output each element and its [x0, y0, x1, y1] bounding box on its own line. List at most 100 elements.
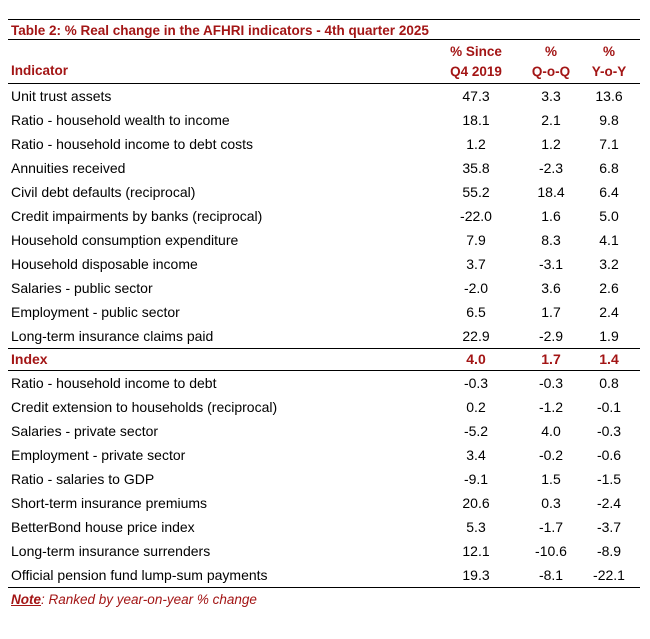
since-value: 18.1	[462, 112, 490, 128]
table-row: Salaries - private sector -5.2 4.0 -0.3	[8, 419, 640, 443]
yoy-value: -8.9	[596, 543, 622, 559]
since-value: -5.2	[463, 423, 489, 439]
yoy-value: -1.5	[596, 471, 622, 487]
qoq-value: 8.3	[541, 232, 561, 248]
yoy-value: 7.1	[599, 136, 619, 152]
table-row: Employment - public sector 6.5 1.7 2.4	[8, 300, 640, 324]
table-row: Long-term insurance claims paid 22.9 -2.9 1…	[8, 324, 640, 348]
since-value: 47.3	[462, 88, 490, 104]
since-value: 19.3	[462, 567, 490, 583]
table-row: Household consumption expenditure 7.9 8.3 4…	[8, 228, 640, 252]
yoy-value: -0.3	[596, 423, 622, 439]
since-q4-2019-header: % Since Q4 2019	[430, 42, 522, 82]
qoq-value: 1.7	[541, 304, 561, 320]
since-value: -2.0	[463, 280, 489, 296]
table-row: Household disposable income 3.7 -3.1 3.2	[8, 252, 640, 276]
table-row: Credit extension to households (reciproc…	[8, 395, 640, 419]
indicator-name: BetterBond house price index	[11, 519, 195, 535]
table-row: Employment - private sector 3.4 -0.2 -0.6	[8, 443, 640, 467]
qoq-value: 1.6	[541, 208, 561, 224]
indicator-name: Ratio - household income to debt	[11, 375, 217, 391]
table-row: BetterBond house price index 5.3 -1.7 -3.7	[8, 515, 640, 539]
qoq-value: 18.4	[537, 184, 565, 200]
yoy-value: -2.4	[596, 495, 622, 511]
qoq-value: -0.3	[538, 375, 564, 391]
table-row: Official pension fund lump-sum payments 1…	[8, 563, 640, 587]
yoy-value: -3.7	[596, 519, 622, 535]
table-row: Ratio - household income to debt costs 1.…	[8, 132, 640, 156]
index-since: 4.0	[466, 351, 486, 367]
note-label: Note	[11, 592, 41, 607]
yoy-value: 9.8	[599, 112, 619, 128]
since-value: 1.2	[466, 136, 486, 152]
qoq-value: -10.6	[535, 543, 567, 559]
yoy-value: -0.6	[596, 447, 622, 463]
table-note: Note: Ranked by year-on-year % change	[8, 587, 640, 611]
since-value: 22.9	[462, 328, 490, 344]
indicator-header: Indicator	[11, 63, 69, 78]
since-value: 35.8	[462, 160, 490, 176]
since-value: 3.7	[466, 256, 486, 272]
indicator-name: Credit impairments by banks (reciprocal)	[11, 208, 263, 224]
indicator-name: Unit trust assets	[11, 88, 112, 104]
indicator-name: Household disposable income	[11, 256, 198, 272]
index-qoq: 1.7	[541, 351, 561, 367]
table-row: Credit impairments by banks (reciprocal)…	[8, 204, 640, 228]
header-line: % Since	[450, 44, 502, 59]
since-value: 12.1	[462, 543, 490, 559]
yoy-value: 6.8	[599, 160, 619, 176]
table-row: Civil debt defaults (reciprocal) 55.2 18.4…	[8, 180, 640, 204]
yoy-header: % Y-o-Y	[580, 42, 638, 82]
index-yoy: 1.4	[599, 351, 619, 367]
indicator-name: Official pension fund lump-sum payments	[11, 567, 268, 583]
table-row: Ratio - household wealth to income 18.1 2.…	[8, 108, 640, 132]
since-value: 3.4	[466, 447, 486, 463]
indicator-name: Salaries - public sector	[11, 280, 153, 296]
indicator-name: Civil debt defaults (reciprocal)	[11, 184, 196, 200]
qoq-header: % Q-o-Q	[522, 42, 580, 82]
qoq-value: -3.1	[538, 256, 564, 272]
yoy-value: 5.0	[599, 208, 619, 224]
header-line: Q-o-Q	[531, 64, 571, 79]
index-row: Index 4.0 1.7 1.4	[8, 348, 640, 371]
header-line: %	[544, 44, 557, 59]
since-value: 0.2	[466, 399, 486, 415]
yoy-value: -22.1	[593, 567, 625, 583]
since-value: -22.0	[460, 208, 492, 224]
qoq-value: 1.2	[541, 136, 561, 152]
yoy-value: 13.6	[595, 88, 623, 104]
qoq-value: 1.5	[541, 471, 561, 487]
indicator-name: Salaries - private sector	[11, 423, 159, 439]
qoq-value: 0.3	[541, 495, 561, 511]
qoq-value: 3.3	[541, 88, 561, 104]
yoy-value: 6.4	[599, 184, 619, 200]
since-value: 20.6	[462, 495, 490, 511]
indicator-name: Ratio - household wealth to income	[11, 112, 230, 128]
table-row: Annuities received 35.8 -2.3 6.8	[8, 156, 640, 180]
indicator-name: Ratio - household income to debt costs	[11, 136, 254, 152]
indicator-name: Annuities received	[11, 160, 126, 176]
indicator-name: Long-term insurance claims paid	[11, 328, 214, 344]
since-value: -9.1	[463, 471, 489, 487]
indicator-name: Ratio - salaries to GDP	[11, 471, 155, 487]
note-text: : Ranked by year-on-year % change	[41, 592, 257, 607]
qoq-value: 2.1	[541, 112, 561, 128]
yoy-value: 2.4	[599, 304, 619, 320]
indicator-name: Employment - public sector	[11, 304, 180, 320]
rows-below-index: Ratio - household income to debt -0.3 -0.3…	[8, 371, 640, 587]
yoy-value: 1.9	[599, 328, 619, 344]
afhri-table: Table 2: % Real change in the AFHRI indi…	[8, 19, 640, 611]
since-value: -0.3	[463, 375, 489, 391]
header-line: %	[602, 44, 615, 59]
rows-above-index: Unit trust assets 47.3 3.3 13.6 Ratio - hous…	[8, 84, 640, 348]
qoq-value: -2.9	[538, 328, 564, 344]
qoq-value: -8.1	[538, 567, 564, 583]
yoy-value: 4.1	[599, 232, 619, 248]
table-row: Ratio - household income to debt -0.3 -0.3…	[8, 371, 640, 395]
qoq-value: 3.6	[541, 280, 561, 296]
yoy-value: 3.2	[599, 256, 619, 272]
table-row: Long-term insurance surrenders 12.1 -10.6 -…	[8, 539, 640, 563]
qoq-value: 4.0	[541, 423, 561, 439]
yoy-value: -0.1	[596, 399, 622, 415]
indicator-name: Household consumption expenditure	[11, 232, 239, 248]
